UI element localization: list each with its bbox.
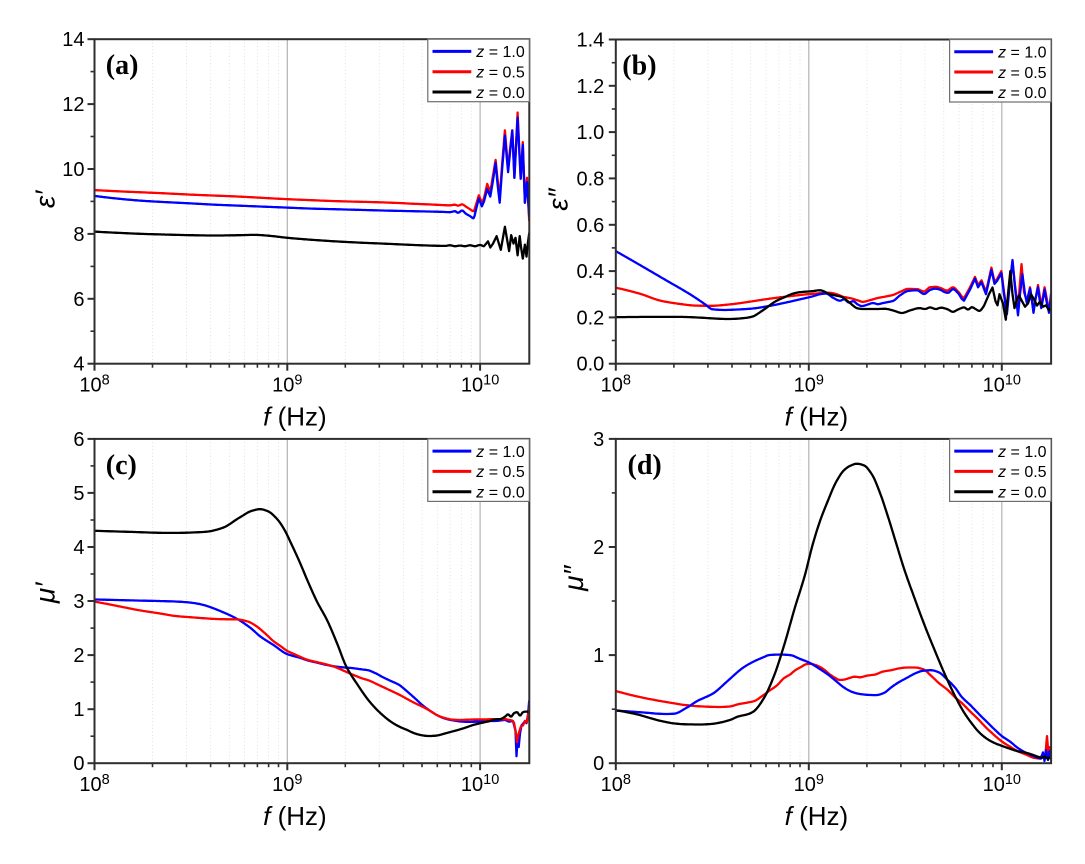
svg-text:2: 2 [73, 645, 84, 667]
svg-text:μ″: μ″ [558, 564, 589, 591]
svg-text:2: 2 [593, 537, 604, 559]
svg-text:3: 3 [593, 429, 604, 451]
svg-text:z = 0.5: z = 0.5 [475, 65, 525, 82]
svg-text:5: 5 [73, 483, 84, 505]
svg-text:1.0: 1.0 [576, 122, 604, 144]
svg-text:z = 0.5: z = 0.5 [475, 464, 525, 481]
svg-text:(c): (c) [106, 450, 137, 481]
svg-text:(b): (b) [622, 51, 656, 82]
svg-text:f (Hz): f (Hz) [785, 801, 849, 831]
svg-text:10: 10 [62, 159, 84, 181]
svg-text:z = 0.5: z = 0.5 [997, 464, 1047, 481]
svg-text:6: 6 [73, 289, 84, 311]
svg-text:1: 1 [73, 699, 84, 721]
svg-text:1: 1 [593, 645, 604, 667]
svg-text:(a): (a) [106, 50, 139, 81]
svg-text:0.0: 0.0 [576, 354, 604, 376]
svg-text:0: 0 [593, 753, 604, 775]
svg-text:ε′: ε′ [30, 189, 61, 208]
svg-text:z = 0.0: z = 0.0 [997, 485, 1047, 502]
svg-text:3: 3 [73, 591, 84, 613]
svg-text:6: 6 [73, 429, 84, 451]
svg-text:8: 8 [73, 224, 84, 246]
svg-text:(d): (d) [628, 450, 662, 481]
svg-text:14: 14 [62, 29, 84, 51]
svg-text:0.8: 0.8 [576, 168, 604, 190]
svg-text:μ′: μ′ [30, 581, 61, 604]
svg-text:0: 0 [73, 753, 84, 775]
svg-text:1.2: 1.2 [576, 76, 604, 98]
svg-text:4: 4 [73, 537, 84, 559]
svg-text:0.2: 0.2 [576, 307, 604, 329]
svg-text:1010: 1010 [983, 772, 1021, 796]
svg-text:z = 1.0: z = 1.0 [997, 444, 1047, 461]
svg-text:ε″: ε″ [542, 187, 573, 210]
svg-text:0.4: 0.4 [576, 261, 604, 283]
svg-text:z = 0.5: z = 0.5 [997, 65, 1047, 82]
svg-text:12: 12 [62, 94, 84, 116]
svg-text:f (Hz): f (Hz) [263, 402, 327, 432]
svg-text:z = 1.0: z = 1.0 [475, 444, 525, 461]
svg-text:z = 1.0: z = 1.0 [997, 45, 1047, 62]
svg-text:f (Hz): f (Hz) [263, 801, 327, 831]
svg-text:0.6: 0.6 [576, 215, 604, 237]
svg-text:4: 4 [73, 354, 84, 376]
svg-text:z = 1.0: z = 1.0 [475, 44, 525, 61]
svg-text:1010: 1010 [983, 373, 1021, 397]
svg-text:1.4: 1.4 [576, 30, 604, 52]
svg-text:z = 0.0: z = 0.0 [997, 85, 1047, 102]
svg-text:z = 0.0: z = 0.0 [475, 85, 525, 102]
svg-text:z = 0.0: z = 0.0 [475, 485, 525, 502]
svg-text:f (Hz): f (Hz) [785, 402, 849, 432]
